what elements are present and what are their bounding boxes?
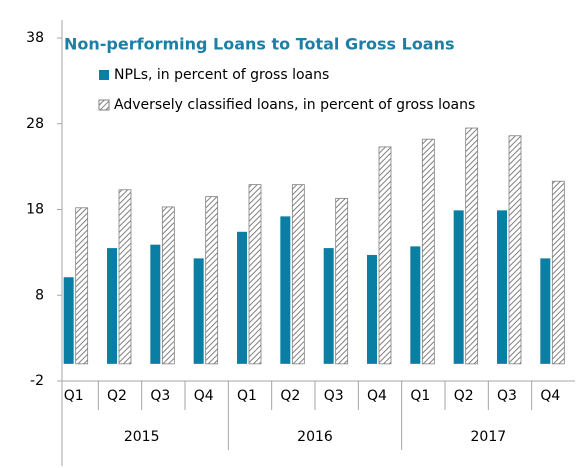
x-tick-label: Q4 xyxy=(194,388,214,404)
x-tick-label: Q3 xyxy=(150,388,170,404)
y-tick-label: 38 xyxy=(26,30,44,46)
x-tick-label: Q1 xyxy=(410,388,430,404)
bar xyxy=(107,248,117,364)
x-tick-label: Q2 xyxy=(454,388,474,404)
bar xyxy=(378,146,392,365)
x-tick-label: Q1 xyxy=(64,388,84,404)
y-tick-label: 18 xyxy=(26,202,44,218)
legend-label: Adversely classified loans, in percent o… xyxy=(114,97,475,113)
group-label: 2016 xyxy=(297,429,333,445)
bar xyxy=(367,254,377,364)
bar xyxy=(237,231,247,364)
bar xyxy=(421,138,435,365)
bar xyxy=(161,206,175,365)
x-tick-label: Q2 xyxy=(107,388,127,404)
bar xyxy=(75,207,89,365)
legend-swatch xyxy=(99,70,109,80)
x-tick-label: Q1 xyxy=(237,388,257,404)
bar xyxy=(205,196,219,365)
bar xyxy=(193,258,204,364)
x-tick-label: Q4 xyxy=(540,388,560,404)
bar xyxy=(540,258,551,364)
y-tick-label: -2 xyxy=(30,373,44,389)
legend-label: NPLs, in percent of gross loans xyxy=(114,67,329,83)
group-label: 2015 xyxy=(124,429,160,445)
y-tick-label: 28 xyxy=(26,116,44,132)
bar xyxy=(291,184,305,365)
x-tick-label: Q2 xyxy=(280,388,300,404)
bar xyxy=(63,277,74,364)
bar xyxy=(118,189,132,365)
legend-swatch xyxy=(98,99,110,111)
bar xyxy=(508,135,522,365)
bar xyxy=(280,216,291,364)
bar xyxy=(150,244,161,364)
x-tick-label: Q3 xyxy=(324,388,344,404)
x-tick-label: Q4 xyxy=(367,388,387,404)
bar xyxy=(335,197,349,365)
bar xyxy=(465,127,479,365)
x-tick-label: Q3 xyxy=(497,388,517,404)
group-label: 2017 xyxy=(471,429,507,445)
chart-title: Non-performing Loans to Total Gross Loan… xyxy=(64,35,455,54)
bar xyxy=(453,210,464,364)
bar xyxy=(248,184,262,365)
y-tick-label: 8 xyxy=(35,287,44,303)
bar xyxy=(497,210,507,364)
bar xyxy=(551,180,565,365)
bar xyxy=(410,246,421,364)
bar xyxy=(323,248,334,364)
